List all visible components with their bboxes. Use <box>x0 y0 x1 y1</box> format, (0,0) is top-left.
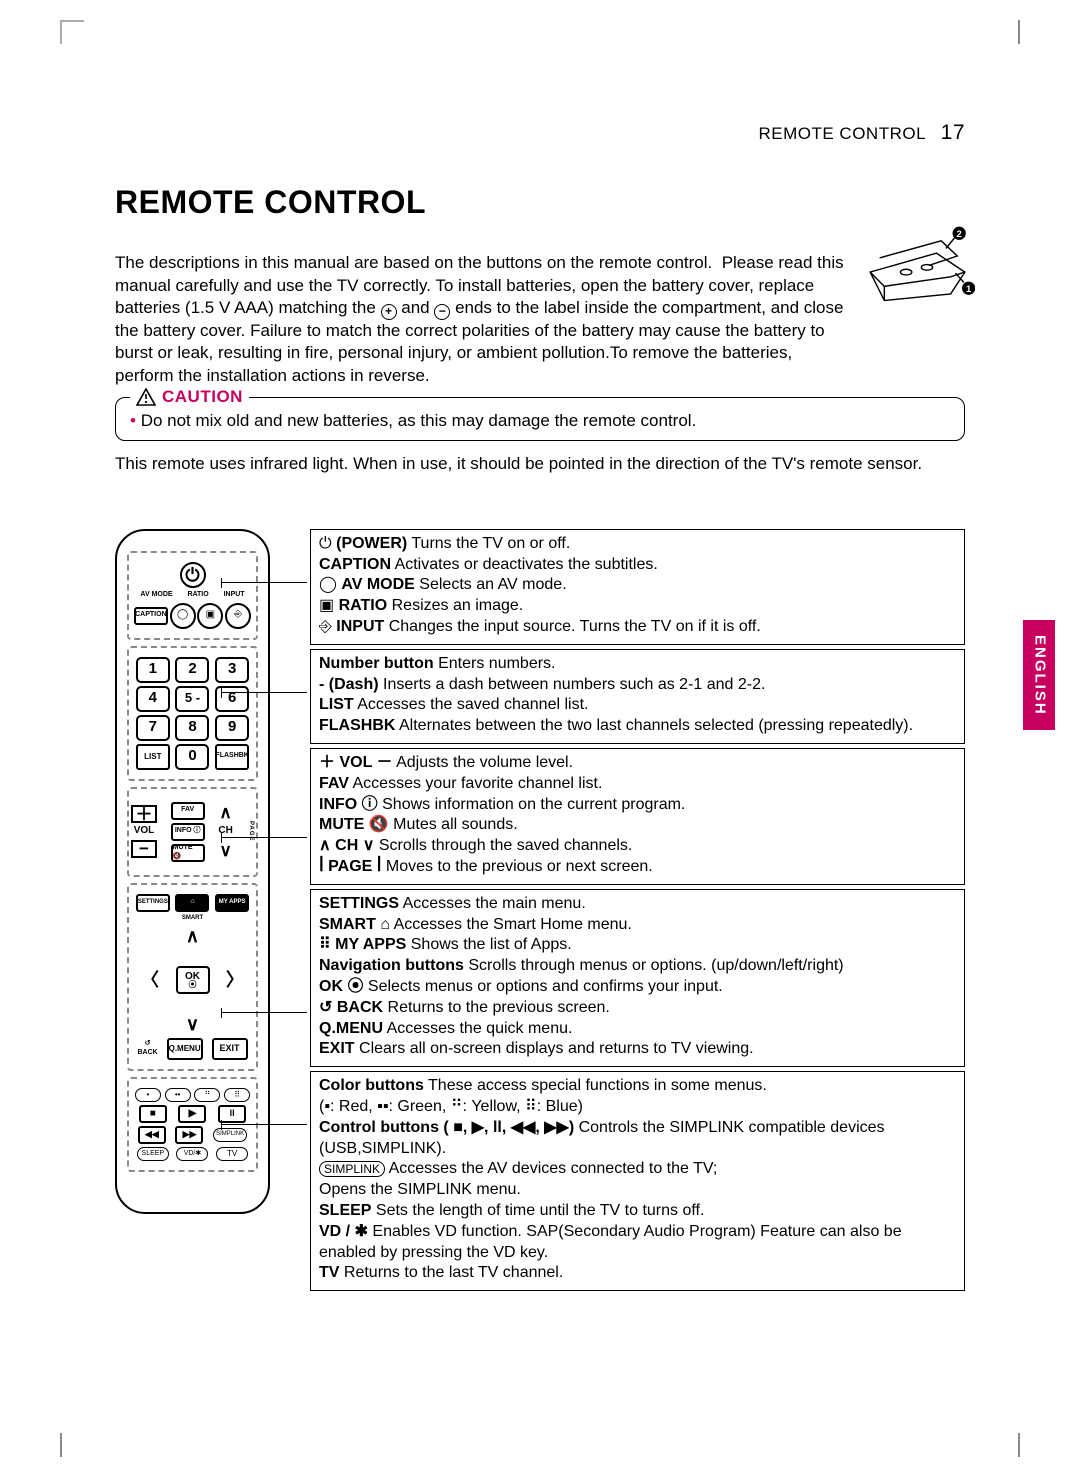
header-section: REMOTE CONTROL <box>758 124 925 143</box>
description-line: Navigation buttons Scrolls through menus… <box>319 956 956 977</box>
svg-text:2: 2 <box>957 229 962 240</box>
description-line: Q.MENU Accesses the quick menu. <box>319 1019 956 1040</box>
description-line: EXIT Clears all on-screen displays and r… <box>319 1039 956 1060</box>
description-line: SLEEP Sets the length of time until the … <box>319 1201 956 1222</box>
nav-left: 〈 <box>141 969 159 992</box>
description-line: Number button Enters numbers. <box>319 654 956 675</box>
description-line: VD / ✱ Enables VD function. SAP(Secondar… <box>319 1222 956 1264</box>
battery-illustration: 2 1 <box>860 220 975 310</box>
back-button: BACK <box>137 1049 157 1058</box>
ok-button: OK⦿ <box>176 966 210 994</box>
svg-text:1: 1 <box>966 284 971 295</box>
description-block: Color buttons These access special funct… <box>310 1071 965 1291</box>
flashbk-button: FLASHBK <box>215 744 249 770</box>
num-9: 9 <box>215 715 249 741</box>
nav-right: 〉 <box>226 969 244 992</box>
page-number: 17 <box>941 121 965 144</box>
page-title: REMOTE CONTROL <box>115 182 965 222</box>
description-line: Color buttons These access special funct… <box>319 1076 956 1097</box>
description-block: ＋ VOL － Adjusts the volume level.FAV Acc… <box>310 748 965 885</box>
label-ratio: RATIO <box>187 591 208 600</box>
page-label: PAGE <box>246 821 254 842</box>
myapps-button: MY APPS <box>215 894 249 912</box>
smart-button: ⌂ <box>175 894 209 912</box>
description-line: ∧ CH ∨ Scrolls through the saved channel… <box>319 836 956 857</box>
smart-label: SMART <box>182 915 203 923</box>
description-line: ＋ VOL － Adjusts the volume level. <box>319 753 956 774</box>
nav-up: ∧ <box>186 925 199 948</box>
description-line: SETTINGS Accesses the main menu. <box>319 894 956 915</box>
descriptions: ⏻ (POWER) Turns the TV on or off.CAPTION… <box>310 529 965 1291</box>
vd-button: VD/✱ <box>176 1147 208 1161</box>
description-line: MUTE 🔇 Mutes all sounds. <box>319 815 956 836</box>
list-button: LIST <box>136 744 170 770</box>
sleep-button: SLEEP <box>137 1147 169 1161</box>
num-2: 2 <box>175 657 209 683</box>
remote-illustration: ⏻ AV MODE RATIO INPUT CAPTION ◯ ▣ ⎆ <box>115 529 290 1214</box>
description-line: ▣ RATIO Resizes an image. <box>319 596 956 617</box>
simplink-button: SIMPLINK <box>213 1128 247 1142</box>
warning-icon <box>136 388 156 406</box>
caption-button: CAPTION <box>134 607 168 625</box>
description-line: SMART ⌂ Accesses the Smart Home menu. <box>319 915 956 936</box>
description-block: SETTINGS Accesses the main menu.SMART ⌂ … <box>310 889 965 1067</box>
caution-box: CAUTION Do not mix old and new batteries… <box>115 397 965 440</box>
description-line: OK ⦿ Selects menus or options and confir… <box>319 977 956 998</box>
description-line: ⠿ MY APPS Shows the list of Apps. <box>319 935 956 956</box>
description-line: Opens the SIMPLINK menu. <box>319 1180 956 1201</box>
description-line: LIST Accesses the saved channel list. <box>319 695 956 716</box>
description-line: (▪: Red, ▪▪: Green, ⠛: Yellow, ⠿: Blue) <box>319 1097 956 1118</box>
ir-note: This remote uses infrared light. When in… <box>115 453 965 474</box>
description-line: - (Dash) Inserts a dash between numbers … <box>319 675 956 696</box>
num-0: 0 <box>175 744 209 770</box>
num-5: 5 - <box>175 686 209 712</box>
description-line: Control buttons ( ■, ▶, ll, ◀◀, ▶▶) Cont… <box>319 1118 956 1160</box>
caution-heading: CAUTION <box>130 386 249 407</box>
description-line: FAV Accesses your favorite channel list. <box>319 774 956 795</box>
description-block: Number button Enters numbers.- (Dash) In… <box>310 649 965 744</box>
description-line: TV Returns to the last TV channel. <box>319 1263 956 1284</box>
settings-button: SETTINGS <box>136 894 170 912</box>
description-line: ↺ BACK Returns to the previous screen. <box>319 998 956 1019</box>
description-line: FLASHBK Alternates between the two last … <box>319 716 956 737</box>
label-avmode: AV MODE <box>140 591 172 600</box>
description-line: ⎆ INPUT Changes the input source. Turns … <box>319 617 956 638</box>
qmenu-button: Q.MENU <box>167 1038 203 1060</box>
description-line: ꟾ PAGE ꟾ Moves to the previous or next s… <box>319 857 956 878</box>
tv-button: TV <box>216 1147 248 1161</box>
num-7: 7 <box>136 715 170 741</box>
num-3: 3 <box>215 657 249 683</box>
exit-button: EXIT <box>212 1038 248 1060</box>
fav-button: FAV <box>171 802 205 820</box>
page-content: REMOTE CONTROL 17 REMOTE CONTROL 2 1 The… <box>115 120 965 1295</box>
description-line: INFO ⓘ Shows information on the current … <box>319 795 956 816</box>
description-line: ◯ AV MODE Selects an AV mode. <box>319 575 956 596</box>
mute-button: MUTE 🔇 <box>171 844 205 862</box>
caution-label: CAUTION <box>162 386 243 407</box>
caution-item: Do not mix old and new batteries, as thi… <box>130 410 950 431</box>
running-header: REMOTE CONTROL 17 <box>115 120 965 146</box>
num-8: 8 <box>175 715 209 741</box>
num-1: 1 <box>136 657 170 683</box>
num-4: 4 <box>136 686 170 712</box>
description-block: ⏻ (POWER) Turns the TV on or off.CAPTION… <box>310 529 965 645</box>
description-line: ⏻ (POWER) Turns the TV on or off. <box>319 534 956 555</box>
nav-down: ∨ <box>186 1013 199 1036</box>
label-input: INPUT <box>224 591 245 600</box>
description-line: CAPTION Activates or deactivates the sub… <box>319 555 956 576</box>
language-tab: ENGLISH <box>1023 620 1055 730</box>
intro-paragraph: The descriptions in this manual are base… <box>115 252 845 387</box>
vol-label: VOL <box>134 825 155 838</box>
info-button: INFO ⓘ <box>171 823 205 841</box>
description-line: SIMPLINK Accesses the AV devices connect… <box>319 1159 956 1180</box>
